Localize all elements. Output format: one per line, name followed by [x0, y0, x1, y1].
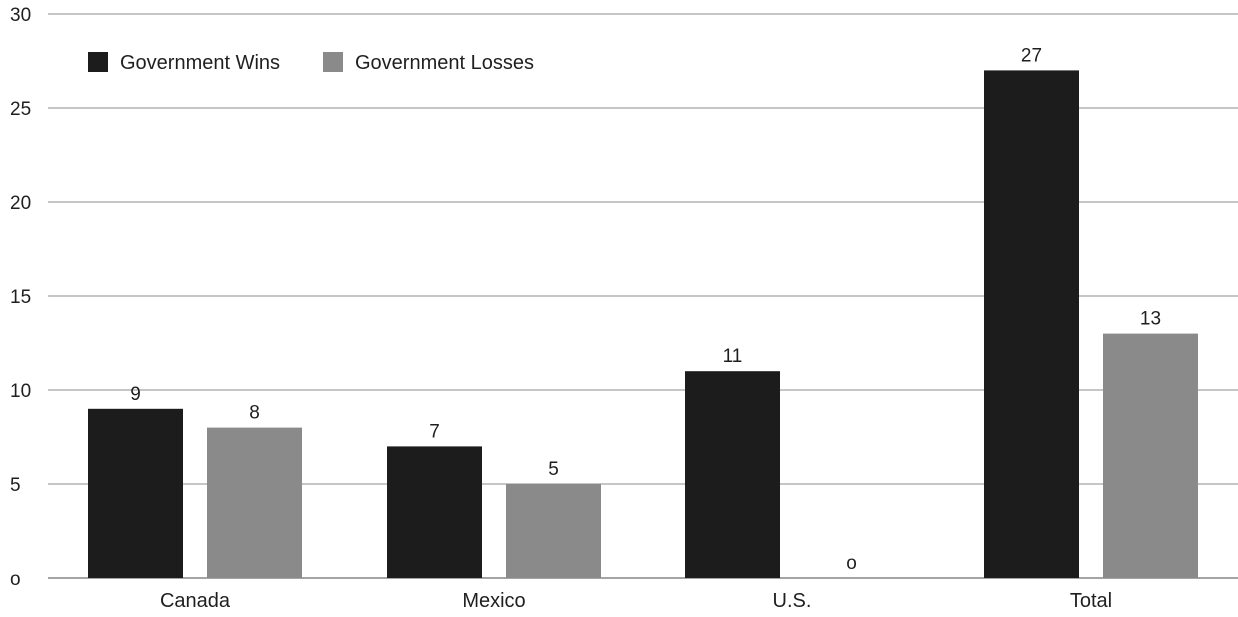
legend-swatch-government-losses — [323, 52, 343, 72]
data-label-government-losses-u-s: o — [846, 553, 857, 574]
y-tick-label-0: o — [10, 569, 21, 590]
data-labels: 9 8 7 5 11 o 27 13 — [130, 45, 1161, 574]
data-label-government-losses-mexico: 5 — [548, 459, 559, 480]
bar-government-losses-total — [1103, 333, 1198, 578]
x-axis-tick-labels: Canada Mexico U.S. Total — [160, 590, 1112, 612]
data-label-government-wins-canada: 9 — [130, 384, 141, 405]
y-tick-label-20: 20 — [10, 193, 31, 214]
data-label-government-wins-mexico: 7 — [429, 421, 440, 442]
bar-government-losses-canada — [207, 427, 302, 578]
y-tick-label-5: 5 — [10, 475, 21, 496]
bar-government-wins-canada — [88, 408, 183, 578]
x-tick-label-total: Total — [1070, 590, 1112, 612]
legend-label-government-losses: Government Losses — [355, 52, 534, 74]
y-tick-label-15: 15 — [10, 287, 31, 308]
bar-government-wins-mexico — [387, 446, 482, 578]
y-tick-label-10: 10 — [10, 381, 31, 402]
bar-government-wins-total — [984, 70, 1079, 579]
legend: Government Wins Government Losses — [88, 52, 534, 74]
data-label-government-wins-u-s: 11 — [723, 346, 743, 367]
data-label-government-losses-total: 13 — [1140, 309, 1161, 330]
y-axis-tick-labels: o 5 10 15 20 25 30 — [10, 5, 31, 590]
bars — [88, 70, 1198, 579]
x-tick-label-mexico: Mexico — [462, 590, 525, 612]
data-label-government-losses-canada: 8 — [249, 403, 260, 424]
y-tick-label-30: 30 — [10, 5, 31, 26]
y-tick-label-25: 25 — [10, 99, 31, 120]
bar-government-wins-u-s — [685, 371, 780, 578]
data-label-government-wins-total: 27 — [1021, 45, 1042, 66]
legend-item-government-losses: Government Losses — [323, 52, 534, 74]
x-tick-label-canada: Canada — [160, 590, 231, 612]
legend-item-government-wins: Government Wins — [88, 52, 280, 74]
legend-swatch-government-wins — [88, 52, 108, 72]
legend-label-government-wins: Government Wins — [120, 52, 280, 74]
bar-government-losses-mexico — [506, 484, 601, 578]
x-tick-label-u-s: U.S. — [773, 590, 812, 612]
